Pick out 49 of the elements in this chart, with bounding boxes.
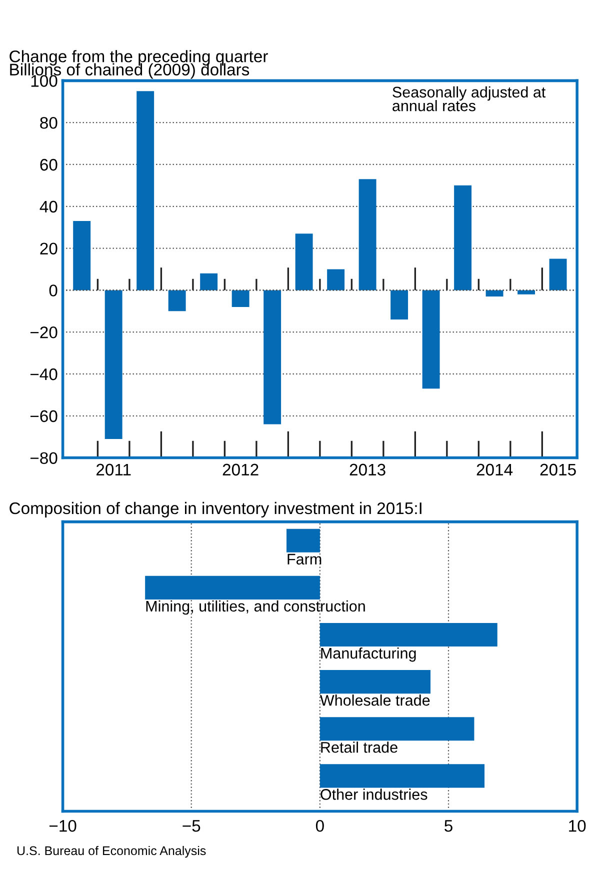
- x-tick-label: 2013: [350, 464, 386, 476]
- bar: [73, 221, 91, 290]
- bar: [390, 290, 408, 320]
- y-tick-label: −80: [30, 452, 58, 464]
- text: U.S. Bureau of Economic Analysis: [17, 846, 206, 858]
- bar: [320, 670, 430, 694]
- bar: [518, 290, 536, 294]
- x-tick-label: 5: [444, 820, 452, 832]
- bar: [104, 290, 122, 439]
- chart-title: Composition of change in inventory investment in 2015:I: [10, 502, 422, 518]
- x-tick-label: 2014: [476, 464, 513, 476]
- y-tick-label: Manufacturing: [321, 647, 416, 662]
- y-tick-label: −40: [30, 368, 58, 380]
- bar: [200, 273, 218, 290]
- y-tick-label: 0: [49, 284, 58, 296]
- y-tick-label: −60: [30, 410, 58, 422]
- bar: [320, 622, 498, 647]
- x-tick-label: 10: [569, 820, 586, 832]
- bar: [320, 764, 484, 788]
- x-tick-label: −5: [182, 820, 200, 832]
- annotation: Seasonally adjusted at annual rates: [392, 86, 546, 112]
- x-tick-label: 2015: [540, 464, 576, 476]
- bar: [168, 290, 186, 312]
- bar: [136, 91, 154, 290]
- y-tick-label: 20: [40, 242, 58, 254]
- bar: [320, 717, 474, 741]
- bar: [327, 269, 345, 290]
- y-tick-label: Mining, utilities, and construction: [146, 600, 365, 615]
- y-tick-label: Wholesale trade: [320, 694, 430, 706]
- bar: [454, 185, 472, 290]
- y-tick-label: −20: [30, 326, 58, 338]
- bar: [486, 290, 504, 296]
- x-tick-label: 2011: [96, 464, 131, 476]
- bar: [422, 290, 440, 389]
- y-tick-label: Other industries: [320, 788, 428, 800]
- x-tick-label: 2012: [222, 464, 258, 476]
- x-tick-label: −10: [49, 820, 76, 832]
- y-tick-label: Retail trade: [321, 742, 398, 753]
- bar: [145, 576, 320, 600]
- y-tick-label: Farm: [288, 554, 322, 565]
- bar: [286, 528, 320, 552]
- bar: [264, 290, 282, 424]
- bar: [549, 258, 567, 290]
- y-tick-label: 80: [40, 116, 58, 129]
- bar: [295, 234, 313, 290]
- bar: [232, 290, 250, 307]
- y-tick-label: 60: [40, 158, 58, 171]
- y-tick-label: 40: [40, 200, 58, 213]
- bar: [358, 179, 376, 290]
